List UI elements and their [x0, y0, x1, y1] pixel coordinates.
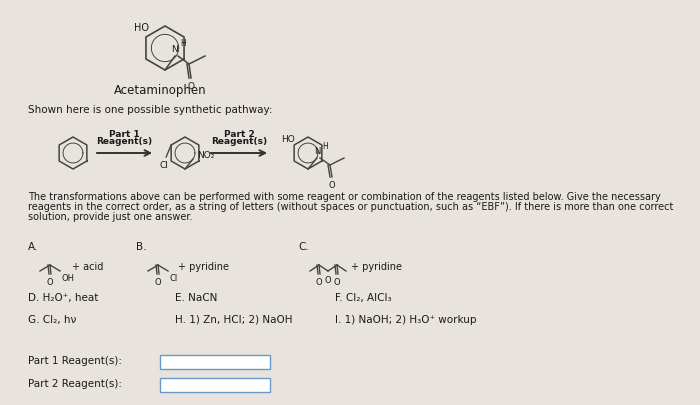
Text: O: O [188, 82, 195, 91]
Bar [160, 355, 270, 369]
Text: H. 1) Zn, HCl; 2) NaOH: H. 1) Zn, HCl; 2) NaOH [175, 315, 293, 325]
Text: Shown here is one possible synthetic pathway:: Shown here is one possible synthetic pat… [28, 105, 272, 115]
Text: H: H [180, 39, 186, 48]
Text: Part 2: Part 2 [223, 130, 254, 139]
Text: C.: C. [298, 242, 309, 252]
Text: Cl: Cl [169, 274, 177, 283]
Text: O: O [316, 278, 322, 287]
Text: N: N [172, 45, 178, 54]
Text: Acetaminophen: Acetaminophen [113, 84, 206, 97]
Text: + pyridine: + pyridine [351, 262, 402, 272]
Text: Part 1 Reagent(s):: Part 1 Reagent(s): [28, 356, 122, 366]
Text: solution, provide just one answer.: solution, provide just one answer. [28, 212, 192, 222]
Text: H: H [322, 142, 328, 151]
Text: O: O [329, 181, 335, 190]
Text: Reagent(s): Reagent(s) [97, 137, 153, 146]
Text: A.: A. [28, 242, 38, 252]
Text: Reagent(s): Reagent(s) [211, 137, 267, 146]
Text: NO₂: NO₂ [197, 151, 214, 160]
Text: The transformations above can be performed with some reagent or combination of t: The transformations above can be perform… [28, 192, 661, 202]
Text: HO: HO [134, 23, 149, 33]
Text: + acid: + acid [72, 262, 104, 272]
Text: N: N [314, 147, 320, 156]
Text: reagents in the correct order, as a string of letters (without spaces or punctua: reagents in the correct order, as a stri… [28, 202, 673, 212]
Text: F. Cl₂, AlCl₃: F. Cl₂, AlCl₃ [335, 293, 391, 303]
Text: + pyridine: + pyridine [178, 262, 229, 272]
Text: O: O [155, 278, 161, 287]
Bar [160, 378, 270, 392]
Text: Part 2 Reagent(s):: Part 2 Reagent(s): [28, 379, 122, 389]
Text: O: O [325, 276, 331, 285]
Text: B.: B. [136, 242, 146, 252]
Text: I. 1) NaOH; 2) H₃O⁺ workup: I. 1) NaOH; 2) H₃O⁺ workup [335, 315, 477, 325]
Text: O: O [334, 278, 340, 287]
Text: G. Cl₂, hν: G. Cl₂, hν [28, 315, 76, 325]
Text: OH: OH [61, 274, 74, 283]
Text: HO: HO [281, 134, 295, 143]
Text: D. H₂O⁺, heat: D. H₂O⁺, heat [28, 293, 99, 303]
Text: E. NaCN: E. NaCN [175, 293, 218, 303]
Text: Cl: Cl [160, 161, 169, 170]
Text: O: O [47, 278, 53, 287]
Text: Part 1: Part 1 [109, 130, 140, 139]
